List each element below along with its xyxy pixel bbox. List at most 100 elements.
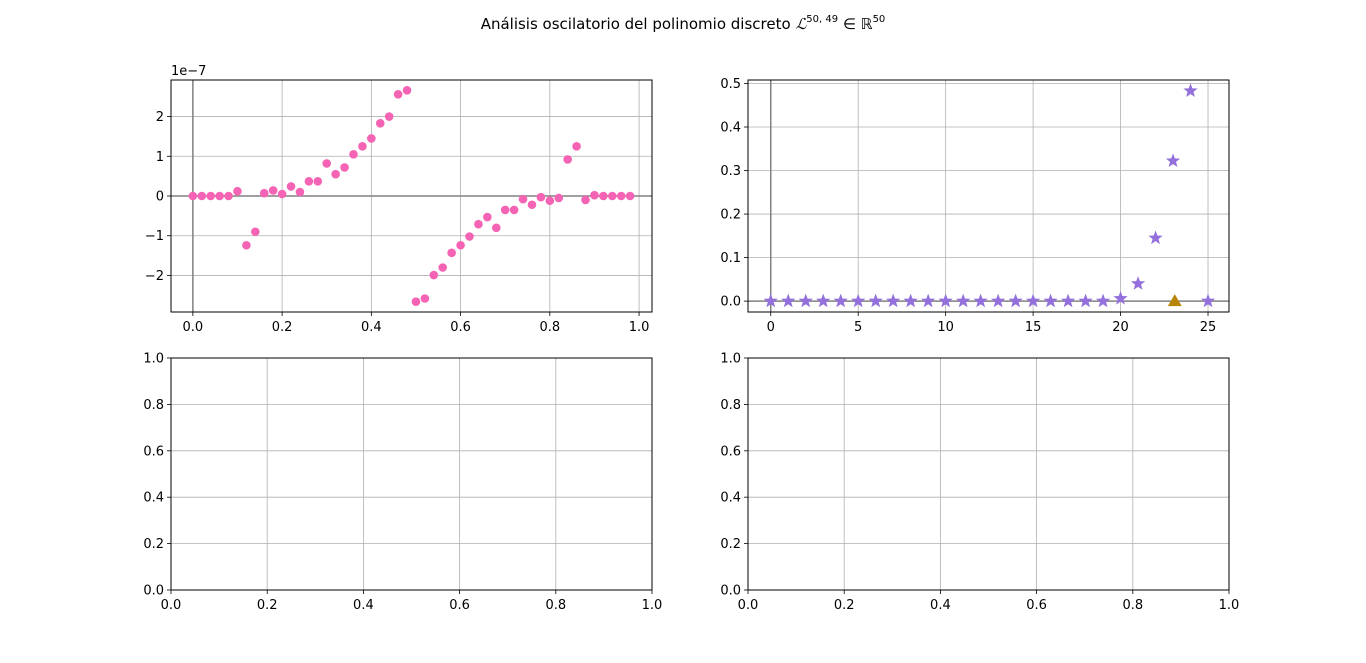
y-tick-label: 0.2 bbox=[720, 537, 741, 552]
data-point bbox=[224, 191, 233, 201]
data-point bbox=[545, 196, 555, 206]
x-tick-label: 0.8 bbox=[1122, 598, 1143, 613]
data-point bbox=[456, 240, 465, 250]
y-tick-label: 0.3 bbox=[720, 164, 741, 179]
data-point bbox=[527, 200, 537, 210]
axes-top-left: 0.0 0.2 0.4 0.6 0.8 1.0 −2 −1 0 1 2 1e−7 bbox=[145, 64, 653, 335]
y-tick-label: 1.0 bbox=[143, 352, 164, 367]
data-point bbox=[259, 188, 269, 198]
figure-title: Análisis oscilatorio del polinomio discr… bbox=[481, 14, 886, 33]
x-tick-label: 0.6 bbox=[449, 598, 470, 613]
x-tick-label: 1.0 bbox=[642, 598, 663, 613]
x-tick-label: 0.4 bbox=[361, 320, 382, 335]
data-point-star bbox=[833, 293, 848, 308]
data-point bbox=[474, 219, 483, 229]
data-point bbox=[393, 90, 403, 99]
data-point-star bbox=[851, 293, 866, 308]
x-tick-label: 0.2 bbox=[257, 598, 278, 613]
data-point-star bbox=[1008, 293, 1023, 308]
data-point bbox=[251, 227, 260, 237]
title-math-in: ∈ bbox=[838, 15, 861, 33]
title-text: Análisis oscilatorio del polinomio discr… bbox=[481, 15, 796, 33]
x-tick-label: 0.4 bbox=[930, 598, 951, 613]
data-point bbox=[491, 223, 501, 233]
y-tick-label: 0.2 bbox=[720, 208, 741, 223]
data-point bbox=[340, 163, 349, 172]
data-point-star bbox=[903, 293, 918, 308]
y-tick-label: 0.5 bbox=[720, 77, 741, 92]
y-tick-label: 0.8 bbox=[143, 398, 164, 413]
data-point-star bbox=[990, 293, 1006, 308]
data-point bbox=[616, 191, 626, 201]
x-tick-label: 0.0 bbox=[161, 598, 182, 613]
data-point bbox=[242, 240, 251, 250]
x-tick-label: 0.6 bbox=[1026, 598, 1047, 613]
y-tick-label: 0.6 bbox=[143, 444, 164, 459]
data-point-star bbox=[1130, 276, 1146, 290]
data-point bbox=[402, 86, 412, 95]
data-point bbox=[286, 182, 296, 191]
data-point bbox=[268, 186, 278, 195]
x-tick-label: 1.0 bbox=[629, 320, 650, 335]
y-tick-label: 0.4 bbox=[720, 121, 741, 136]
data-point bbox=[599, 191, 608, 201]
data-point-star bbox=[1148, 230, 1163, 245]
data-point-star bbox=[816, 293, 831, 308]
data-point bbox=[447, 248, 456, 258]
title-math-r-sup: 50 bbox=[873, 14, 886, 25]
y-tick-label: 1.0 bbox=[720, 352, 741, 367]
data-point bbox=[429, 270, 439, 280]
data-point-star bbox=[921, 293, 936, 308]
data-point bbox=[188, 191, 198, 201]
x-tick-label: 0.0 bbox=[738, 598, 759, 613]
data-point-star bbox=[1025, 293, 1041, 308]
data-point bbox=[375, 119, 385, 128]
data-point bbox=[349, 149, 358, 159]
title-math-r: ℝ bbox=[861, 15, 873, 33]
data-point bbox=[500, 205, 510, 215]
data-point-star bbox=[1078, 293, 1093, 308]
data-point bbox=[304, 177, 314, 186]
data-point bbox=[607, 191, 617, 201]
data-point bbox=[277, 189, 287, 199]
data-point-star bbox=[763, 293, 778, 308]
title-math-l-sup: 50, 49 bbox=[806, 14, 838, 25]
data-point bbox=[322, 159, 332, 168]
data-point bbox=[358, 142, 367, 151]
y-tick-label: 0 bbox=[156, 190, 164, 205]
axes-frame bbox=[170, 357, 653, 591]
data-point bbox=[536, 192, 546, 202]
data-point bbox=[438, 263, 448, 272]
data-point bbox=[465, 232, 474, 241]
y-tick-label: 1 bbox=[156, 150, 164, 165]
data-point-triangle bbox=[1167, 294, 1182, 307]
y-tick-label: 0.4 bbox=[143, 491, 164, 506]
data-point bbox=[411, 297, 421, 306]
data-point-star bbox=[1113, 291, 1128, 305]
data-point bbox=[518, 194, 528, 204]
data-point bbox=[215, 191, 224, 201]
x-tick-label: 10 bbox=[937, 320, 954, 335]
x-tick-label: 0.4 bbox=[353, 598, 374, 613]
x-tick-label: 0.8 bbox=[545, 598, 566, 613]
x-tick-label: 25 bbox=[1200, 320, 1217, 335]
data-point bbox=[483, 212, 492, 222]
y-tick-label: 2 bbox=[156, 110, 164, 125]
data-point bbox=[420, 294, 430, 303]
x-tick-label: 0.0 bbox=[183, 320, 204, 335]
y-tick-label: −1 bbox=[145, 229, 164, 244]
y-offset-label: 1e−7 bbox=[171, 64, 206, 79]
data-point-star bbox=[1200, 293, 1216, 308]
data-point-star bbox=[938, 293, 953, 308]
data-point bbox=[233, 186, 242, 196]
data-point bbox=[581, 195, 590, 205]
data-point-star bbox=[1043, 293, 1058, 308]
data-point-star bbox=[886, 293, 901, 308]
data-point bbox=[197, 191, 207, 201]
axes-frame bbox=[747, 79, 1230, 313]
data-point bbox=[295, 187, 305, 197]
data-point-star bbox=[1060, 293, 1076, 308]
data-point-star bbox=[1095, 293, 1111, 308]
